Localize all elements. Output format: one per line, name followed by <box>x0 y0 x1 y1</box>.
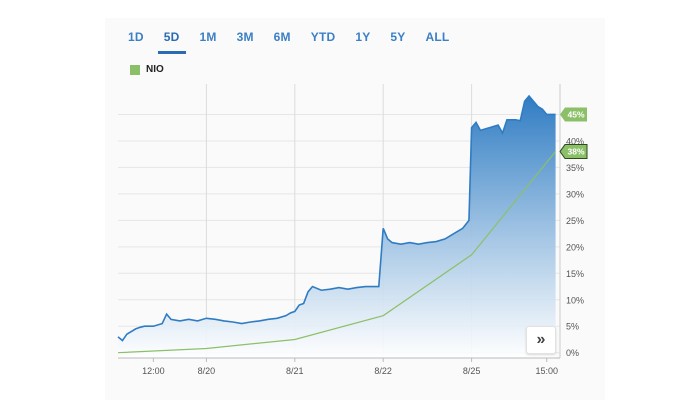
nio-series-line <box>117 151 557 354</box>
tab-5y[interactable]: 5Y <box>390 30 406 44</box>
x-tick-label: 8/25 <box>463 366 481 376</box>
x-tick-label: 8/21 <box>286 366 304 376</box>
y-tick-label: 20% <box>566 242 584 252</box>
y-tick-label: 40% <box>566 136 584 146</box>
legend-label: NIO <box>146 64 164 75</box>
tab-1y[interactable]: 1Y <box>355 30 371 44</box>
tab-6m[interactable]: 6M <box>273 30 291 44</box>
double-chevron-right-icon: » <box>536 331 546 348</box>
y-tick-label: 35% <box>566 163 584 173</box>
legend-swatch <box>130 64 140 75</box>
nio-value-badge-bg <box>559 144 588 160</box>
timeframe-tabs: 1D 5D 1M 3M 6M YTD 1Y 5Y ALL <box>118 26 459 54</box>
y-tick-label: 15% <box>566 269 584 279</box>
x-tick-label: 12:00 <box>142 366 165 376</box>
main-series-line <box>117 94 556 342</box>
tab-5d[interactable]: 5D <box>154 26 190 54</box>
tab-1m[interactable]: 1M <box>199 30 217 44</box>
main-value-badge: 45% <box>567 109 584 119</box>
x-tick-label: 15:00 <box>535 366 558 376</box>
y-tick-label: 0% <box>566 348 579 358</box>
x-tick-label: 8/22 <box>374 366 392 376</box>
tab-all[interactable]: ALL <box>425 30 450 44</box>
nio-value-badge: 38% <box>567 147 584 157</box>
tab-1d[interactable]: 1D <box>128 30 144 44</box>
y-tick-label: 5% <box>566 322 579 332</box>
tab-3m[interactable]: 3M <box>236 30 254 44</box>
y-tick-label: 30% <box>566 189 584 199</box>
y-tick-label: 10% <box>566 295 584 305</box>
main-value-badge-bg <box>560 107 587 122</box>
legend[interactable]: NIO <box>130 64 164 75</box>
scroll-forward-button[interactable]: » <box>526 326 556 354</box>
tab-ytd[interactable]: YTD <box>310 30 336 44</box>
y-tick-label: 25% <box>566 216 584 226</box>
x-tick-label: 8/20 <box>198 366 216 376</box>
main-area <box>118 95 556 359</box>
